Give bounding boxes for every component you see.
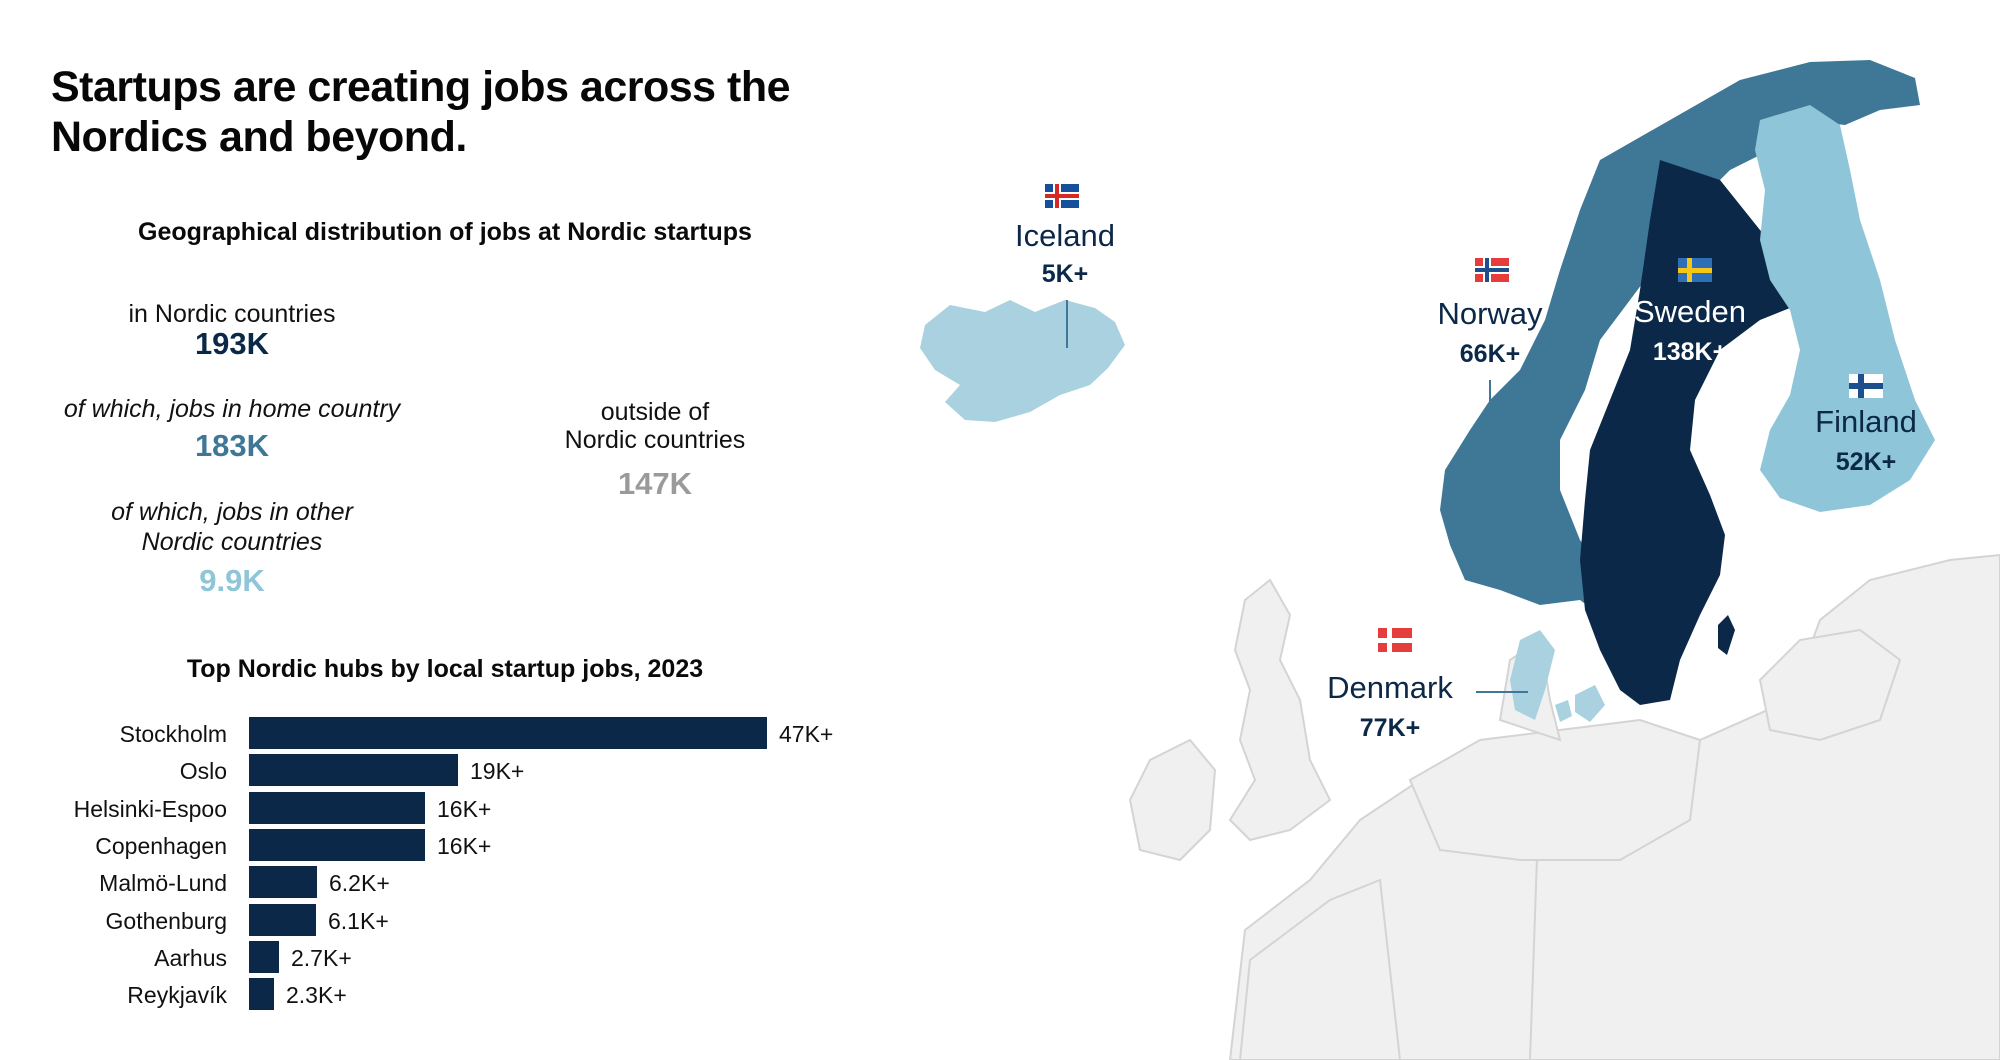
other-nordic-label-line1: of which, jobs in other (111, 498, 353, 526)
iceland-flag (1045, 184, 1079, 208)
iceland-value: 5K+ (1041, 260, 1089, 288)
sweden-label: Sweden (1633, 294, 1747, 329)
hub-label: Copenhagen (95, 832, 227, 859)
hub-bar (249, 717, 767, 749)
hub-value-label: 19K+ (470, 758, 525, 785)
hub-label: Stockholm (119, 721, 227, 747)
jutland-shape (1510, 630, 1555, 720)
hub-bar (249, 940, 279, 973)
home-country-label: of which, jobs in home country (63, 395, 401, 423)
home-country-value: 183K (194, 428, 270, 463)
norway-value: 66K+ (1459, 340, 1521, 368)
iceland-shape (920, 300, 1125, 422)
hub-bar (249, 791, 425, 824)
hub-value-label: 16K+ (437, 795, 492, 822)
denmark-label: Denmark (1327, 670, 1453, 705)
finland-value: 52K+ (1835, 448, 1897, 476)
funen-shape (1555, 700, 1572, 722)
iberia-france-shape (1238, 878, 1402, 1060)
hub-bar (249, 978, 274, 1011)
hubs-chart-title: Top Nordic hubs by local startup jobs, 2… (186, 655, 704, 683)
hub-bar (249, 754, 458, 787)
iceland-label: Iceland (1015, 218, 1115, 253)
hub-label: Aarhus (154, 944, 227, 971)
in-nordic-label: in Nordic countries (128, 300, 336, 328)
hub-value-label: 2.7K+ (291, 944, 352, 971)
continental-europe-shape (1498, 553, 2000, 1060)
hub-value-label: 16K+ (437, 832, 492, 859)
hub-bar (249, 903, 316, 936)
distribution-heading: Geographical distribution of jobs at Nor… (138, 218, 752, 246)
outside-nordic-label-line1: outside of (600, 398, 710, 426)
hub-value-label: 6.1K+ (328, 907, 389, 934)
hub-label: Helsinki-Espoo (73, 795, 227, 822)
page-title: Startups are creating jobs across the No… (51, 63, 791, 161)
zealand-shape (1575, 685, 1605, 722)
great-britain-shape (1228, 578, 1332, 842)
sweden-flag (1678, 258, 1712, 282)
hub-bar (249, 828, 425, 861)
denmark-shape (1510, 630, 1605, 722)
denmark-peninsula-shape (1498, 638, 1562, 742)
hub-value-label: 6.2K+ (329, 870, 390, 897)
hub-label: Gothenburg (105, 907, 227, 934)
hub-value-label: 47K+ (779, 721, 834, 747)
hub-label: Malmö-Lund (99, 870, 227, 897)
denmark-flag (1378, 628, 1412, 652)
other-nordic-value: 9.9K (199, 563, 265, 598)
in-nordic-value: 193K (194, 326, 270, 361)
europe-land (1128, 553, 2000, 1060)
baltics-shape (1758, 628, 1902, 742)
denmark-value: 77K+ (1359, 714, 1421, 742)
other-nordic-label-line2: Nordic countries (141, 528, 323, 556)
finland-label: Finland (1815, 404, 1917, 439)
hub-label: Reykjavík (127, 982, 227, 1009)
norway-label: Norway (1437, 296, 1543, 331)
hubs-bar-chart: Stockholm 47K+ Oslo 19K+ Helsinki-Espoo 16K+ C… (0, 0, 900, 1060)
hub-value-label: 2.3K+ (286, 982, 347, 1009)
ireland-shape (1128, 738, 1217, 862)
western-europe-shape (1228, 758, 1542, 1060)
hub-bar (249, 866, 317, 899)
norway-flag (1475, 258, 1509, 282)
outside-nordic-value: 147K (617, 466, 693, 501)
hub-label: Oslo (179, 758, 227, 785)
sweden-value: 138K+ (1652, 338, 1728, 366)
finland-flag (1849, 374, 1883, 398)
gotland-shape (1718, 615, 1735, 655)
outside-nordic-label-line2: Nordic countries (564, 426, 746, 454)
